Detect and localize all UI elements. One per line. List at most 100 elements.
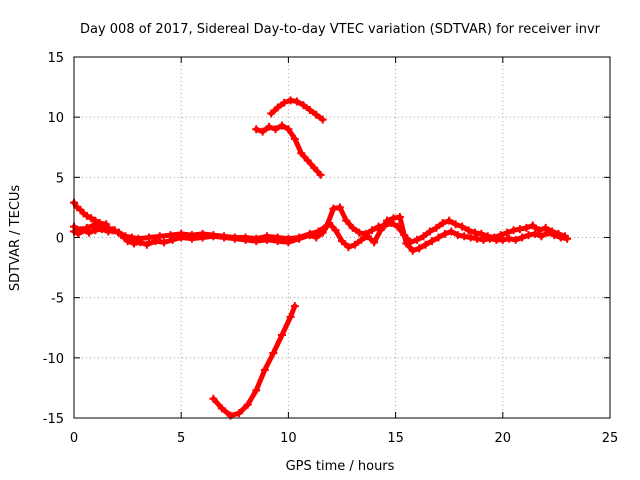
- data-point: [277, 330, 286, 339]
- x-tick-label: 20: [495, 431, 512, 446]
- data-point: [470, 228, 479, 237]
- data-point: [230, 233, 239, 242]
- data-point: [89, 221, 98, 230]
- data-point: [187, 231, 196, 240]
- data-point: [560, 232, 569, 241]
- data-point: [524, 231, 533, 240]
- data-point: [515, 225, 524, 234]
- x-axis-label: GPS time / hours: [286, 459, 395, 474]
- data-point: [477, 229, 486, 238]
- data-point: [535, 226, 544, 235]
- data-point: [235, 409, 244, 418]
- data-point: [258, 127, 267, 136]
- y-tick-label: -10: [43, 352, 64, 367]
- data-point: [509, 226, 518, 235]
- series-trace: [71, 200, 109, 227]
- data-point: [286, 312, 295, 321]
- data-point: [445, 216, 454, 225]
- data-point: [440, 229, 449, 238]
- data-point: [342, 216, 351, 225]
- data-point: [355, 228, 364, 237]
- data-point: [368, 226, 377, 235]
- data-point: [166, 231, 175, 240]
- data-point: [473, 234, 482, 243]
- data-point: [522, 223, 531, 232]
- data-point: [142, 240, 151, 249]
- data-point: [269, 349, 278, 358]
- data-point: [241, 233, 250, 242]
- data-point: [348, 223, 357, 232]
- data-point: [483, 232, 492, 241]
- data-point: [286, 96, 295, 105]
- data-point: [102, 220, 111, 229]
- data-point: [316, 170, 325, 179]
- data-point: [490, 233, 499, 242]
- data-point: [87, 214, 96, 223]
- data-point: [312, 233, 321, 242]
- data-point: [331, 226, 340, 235]
- data-point: [85, 228, 94, 237]
- data-point: [374, 222, 383, 231]
- data-point: [380, 221, 389, 230]
- data-point: [299, 101, 308, 110]
- data-point: [76, 226, 85, 235]
- data-point: [265, 122, 274, 131]
- series-early-spike: [70, 198, 111, 229]
- data-point: [273, 233, 282, 242]
- data-point: [209, 394, 218, 403]
- data-point: [361, 229, 370, 238]
- data-point: [252, 234, 261, 243]
- data-point: [503, 228, 512, 237]
- data-point: [198, 229, 207, 238]
- series-trace: [210, 303, 298, 419]
- data-point: [498, 235, 507, 244]
- data-point: [160, 238, 169, 247]
- data-point: [530, 229, 539, 238]
- data-point: [428, 237, 437, 246]
- data-point: [496, 231, 505, 240]
- data-point: [280, 98, 289, 107]
- data-point: [464, 226, 473, 235]
- axis-ticks: 0 5 10 15 20 25 -15 -10 -5 0 5 10 15: [43, 51, 619, 446]
- data-point: [518, 233, 527, 242]
- data-point: [292, 97, 301, 106]
- data-point: [350, 240, 359, 249]
- data-point: [466, 233, 475, 242]
- data-point: [421, 240, 430, 249]
- data-point: [303, 156, 312, 165]
- data-point: [387, 219, 396, 228]
- data-point: [271, 125, 280, 134]
- data-point: [82, 211, 91, 220]
- data-point: [220, 232, 229, 241]
- data-point: [438, 219, 447, 228]
- data-point: [370, 238, 379, 247]
- data-point: [115, 228, 124, 237]
- data-point: [458, 222, 467, 231]
- data-point: [145, 233, 154, 242]
- data-point: [155, 232, 164, 241]
- series-lower-arc: [209, 302, 299, 420]
- data-point: [400, 231, 409, 240]
- data-point: [447, 227, 456, 236]
- data-point: [338, 237, 346, 246]
- data-point: [453, 231, 462, 240]
- x-tick-label: 5: [177, 431, 185, 446]
- x-tick-label: 25: [602, 431, 619, 446]
- data-point: [329, 204, 338, 213]
- data-point: [82, 223, 91, 232]
- data-point: [541, 223, 550, 232]
- series-upper-arc: [267, 96, 327, 124]
- data-point: [177, 229, 186, 238]
- data-point: [134, 234, 143, 243]
- data-point: [451, 220, 460, 229]
- y-tick-label: 15: [47, 51, 64, 66]
- data-point: [252, 125, 261, 134]
- data-point: [413, 235, 422, 244]
- data-point: [335, 203, 344, 212]
- data-point: [548, 227, 557, 236]
- data-point: [322, 221, 331, 230]
- data-point: [344, 243, 353, 252]
- data-point: [432, 223, 441, 232]
- data-point: [262, 232, 271, 241]
